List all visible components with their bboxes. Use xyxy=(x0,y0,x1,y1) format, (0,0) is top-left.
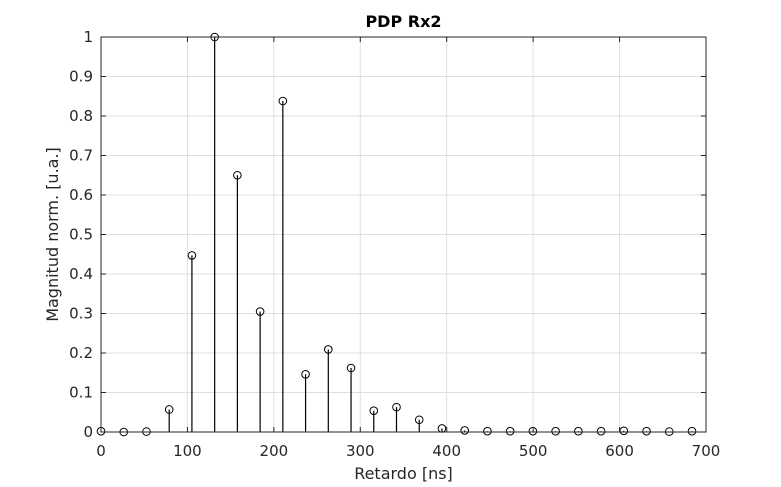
y-tick-label: 0.2 xyxy=(69,344,93,362)
chart-title: PDP Rx2 xyxy=(365,12,441,31)
y-tick-label: 0.7 xyxy=(69,147,93,165)
y-tick-label: 0.3 xyxy=(69,305,93,323)
x-tick-label: 400 xyxy=(432,442,461,460)
stem-marker xyxy=(233,170,242,180)
stem-marker xyxy=(255,307,265,316)
stem-marker xyxy=(164,405,174,414)
y-tick-label: 0 xyxy=(83,423,93,441)
x-tick-label: 700 xyxy=(692,442,721,460)
y-tick-label: 1 xyxy=(83,28,93,46)
x-tick-label: 600 xyxy=(605,442,634,460)
x-tick-label: 0 xyxy=(96,442,106,460)
stem-marker xyxy=(596,426,606,436)
x-tick-label: 200 xyxy=(260,442,289,460)
stem-marker xyxy=(505,426,515,436)
stem-marker xyxy=(687,426,697,436)
stem-marker xyxy=(346,363,356,373)
y-tick-label: 0.1 xyxy=(69,384,93,402)
grid xyxy=(100,36,707,433)
stem-marker xyxy=(392,402,401,412)
x-axis-label: Retardo [ns] xyxy=(354,464,453,483)
x-tick-label: 500 xyxy=(519,442,548,460)
x-tick-label: 300 xyxy=(346,442,375,460)
stem-marker xyxy=(483,426,492,436)
stem-marker xyxy=(551,426,560,436)
y-tick-label: 0.4 xyxy=(69,265,93,283)
ticks: 0 100 200 300 400 500 600 700 0 0.1 0.2 0.3 0.4 0.5 0.… xyxy=(69,28,720,460)
stem-marker xyxy=(642,426,651,436)
stem-marker xyxy=(460,426,469,435)
stem-marker xyxy=(574,426,583,436)
y-axis-label: Magnitud norm. [u.a.] xyxy=(43,147,62,322)
stem-marker xyxy=(301,370,310,379)
stem-marker xyxy=(278,96,288,106)
stem-marker xyxy=(414,415,424,425)
x-tick-label: 100 xyxy=(173,442,202,460)
stem-marker xyxy=(187,251,197,260)
y-tick-label: 0.9 xyxy=(69,68,93,86)
y-tick-label: 0.6 xyxy=(69,186,93,204)
y-tick-label: 0.8 xyxy=(69,107,93,125)
stem-marker xyxy=(369,406,379,415)
stem-marker xyxy=(324,345,333,354)
y-tick-label: 0.5 xyxy=(69,226,93,244)
